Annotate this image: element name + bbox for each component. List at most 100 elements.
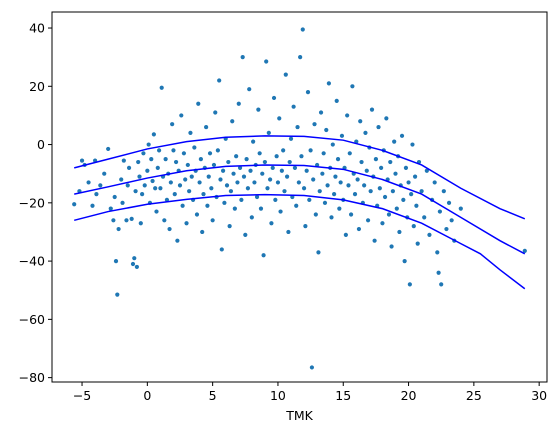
scatter-point (121, 158, 126, 163)
scatter-point (330, 142, 335, 147)
scatter-point (392, 139, 397, 144)
scatter-point (72, 202, 77, 207)
scatter-point (335, 157, 341, 162)
scatter-point (155, 165, 160, 170)
scatter-point (439, 282, 444, 287)
scatter-point (236, 101, 241, 106)
scatter-point (248, 168, 253, 173)
scatter-point (284, 174, 290, 179)
scatter-point (163, 157, 168, 162)
scatter-point (397, 229, 402, 235)
scatter-point (207, 151, 213, 156)
scatter-point (187, 189, 192, 194)
scatter-point (283, 72, 288, 77)
x-tick-label: 15 (335, 388, 351, 403)
scatter-point (427, 232, 432, 237)
scatter-point (257, 151, 262, 156)
scatter-point (432, 180, 437, 185)
scatter-point (295, 124, 300, 130)
scatter-point (252, 180, 257, 185)
scatter-point (372, 238, 377, 243)
scatter-point (324, 127, 329, 133)
x-tick-label: 20 (401, 388, 417, 403)
x-tick-label: 30 (531, 388, 547, 403)
scatter-point (234, 154, 239, 159)
y-axis-ticks: −80 −60 −40 −20 0 20 40 (19, 21, 52, 385)
scatter-point (183, 177, 188, 182)
scatter-point (358, 119, 363, 124)
scatter-point (194, 212, 200, 217)
scatter-point (154, 209, 159, 214)
scatter-point (326, 81, 331, 86)
scatter-point (201, 191, 206, 197)
scatter-point (275, 180, 281, 185)
scatter-point (343, 232, 348, 237)
scatter-point (356, 226, 362, 232)
scatter-point (173, 159, 179, 165)
scatter-point (402, 258, 407, 264)
scatter-point (240, 55, 245, 60)
scatter-point (224, 183, 230, 188)
scatter-point (204, 124, 209, 130)
scatter-point (235, 180, 240, 185)
scatter-point (379, 165, 384, 170)
scatter-point (241, 174, 247, 179)
scatter-point (296, 180, 301, 185)
scatter-point (382, 194, 388, 200)
scatter-point (239, 197, 244, 203)
x-tick-label: −5 (73, 388, 91, 403)
scatter-point (389, 244, 394, 249)
scatter-point (437, 209, 442, 214)
scatter-point (150, 178, 155, 184)
scatter-point (261, 253, 266, 258)
scatter-point (304, 168, 309, 173)
scatter-point (264, 59, 269, 64)
scatter-point (86, 180, 91, 185)
scatter-point (320, 171, 325, 176)
scatter-point (339, 133, 345, 138)
scatter-point (228, 189, 234, 194)
scatter-point (449, 218, 454, 223)
scatter-point (436, 270, 441, 275)
scatter-point (158, 186, 163, 191)
scatter-point (196, 101, 201, 106)
scatter-point (424, 168, 429, 173)
scatter-point (219, 247, 224, 252)
scatter-point (406, 180, 411, 185)
scatter-point (347, 151, 352, 156)
scatter-point (159, 85, 164, 90)
scatter-point (384, 116, 389, 121)
scatter-point (292, 165, 298, 170)
y-tick-label: 40 (29, 21, 45, 36)
scatter-point (211, 162, 217, 168)
scatter-point (256, 107, 261, 112)
scatter-point (90, 203, 95, 208)
scatter-point (300, 27, 305, 32)
scatter-point (301, 186, 307, 191)
scatter-point (247, 87, 252, 92)
scatter-point (414, 203, 419, 208)
scatter-point (303, 224, 308, 229)
scatter-point (321, 151, 326, 156)
scatter-point (258, 206, 264, 211)
scatter-point (287, 159, 292, 165)
scatter-point (209, 186, 214, 191)
scatter-point (142, 183, 147, 188)
scatter-point (185, 162, 190, 168)
scatter-point (269, 221, 274, 226)
scatter-point (322, 200, 328, 205)
scatter-point (243, 232, 248, 237)
scatter-point (227, 224, 232, 229)
scatter-point (281, 148, 286, 153)
scatter-point (355, 177, 360, 182)
scatter-point (116, 226, 121, 232)
scatter-point (393, 171, 398, 176)
scatter-point (181, 151, 187, 156)
scatter-point (113, 258, 119, 264)
scatter-point (151, 132, 156, 137)
scatter-point (254, 194, 260, 200)
scatter-point (350, 84, 355, 89)
scatter-point (115, 292, 120, 297)
y-tick-label: 20 (29, 79, 45, 94)
